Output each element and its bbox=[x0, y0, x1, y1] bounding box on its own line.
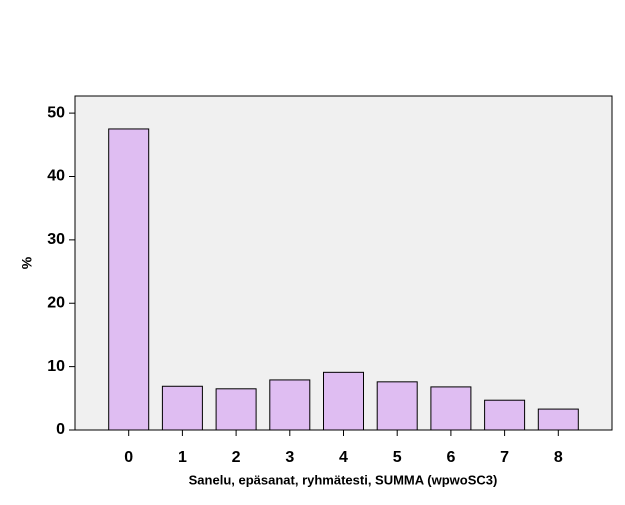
y-axis-label: % bbox=[19, 256, 35, 269]
bar bbox=[108, 128, 150, 431]
x-tick-label: 6 bbox=[446, 449, 455, 466]
x-tick-label: 2 bbox=[232, 449, 241, 466]
bar bbox=[537, 408, 579, 431]
y-tick-label: 30 bbox=[47, 231, 65, 248]
bar bbox=[323, 371, 364, 431]
bar bbox=[269, 379, 311, 431]
x-tick-label: 7 bbox=[500, 449, 509, 466]
x-tick-label: 4 bbox=[339, 449, 348, 466]
bar bbox=[215, 388, 257, 431]
x-tick-label: 0 bbox=[124, 449, 133, 466]
bar bbox=[484, 399, 526, 431]
y-tick-label: 50 bbox=[47, 104, 65, 121]
bar bbox=[161, 385, 203, 431]
x-tick-label: 3 bbox=[285, 449, 294, 466]
x-tick-label: 8 bbox=[554, 449, 563, 466]
y-tick-label: 20 bbox=[47, 294, 65, 311]
x-tick-label: 1 bbox=[178, 449, 187, 466]
bar bbox=[430, 386, 472, 431]
x-axis-label: Sanelu, epäsanat, ryhmätesti, SUMMA (wpw… bbox=[189, 472, 498, 487]
y-tick-label: 0 bbox=[56, 421, 65, 438]
x-tick-label: 5 bbox=[393, 449, 402, 466]
bar bbox=[376, 381, 418, 431]
y-tick-label: 10 bbox=[47, 358, 65, 375]
y-tick-label: 40 bbox=[47, 168, 65, 185]
